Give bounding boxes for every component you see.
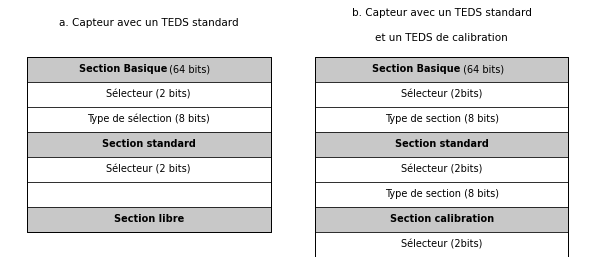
Bar <box>27 132 271 157</box>
Text: Section calibration: Section calibration <box>390 214 494 224</box>
Bar <box>315 181 568 207</box>
Bar <box>27 57 271 232</box>
Bar <box>27 181 271 207</box>
Bar <box>315 157 568 181</box>
Text: Section standard: Section standard <box>395 139 489 149</box>
Bar <box>315 207 568 232</box>
Text: Section standard: Section standard <box>102 139 196 149</box>
Bar <box>27 157 271 181</box>
Bar <box>27 57 271 81</box>
Text: (64 bits): (64 bits) <box>167 64 211 74</box>
Bar <box>27 207 271 232</box>
Text: Sélecteur (2bits): Sélecteur (2bits) <box>401 239 482 249</box>
Text: Sélecteur (2bits): Sélecteur (2bits) <box>401 89 482 99</box>
Text: Sélecteur (2 bits): Sélecteur (2 bits) <box>107 89 191 99</box>
Text: Section Basique: Section Basique <box>80 64 168 74</box>
Text: (64 bits): (64 bits) <box>459 64 504 74</box>
Text: et un TEDS de calibration: et un TEDS de calibration <box>375 33 508 43</box>
Bar <box>315 232 568 256</box>
Text: Section Basique: Section Basique <box>372 64 461 74</box>
Text: Sélecteur (2bits): Sélecteur (2bits) <box>401 164 482 174</box>
Text: a. Capteur avec un TEDS standard: a. Capteur avec un TEDS standard <box>59 18 239 28</box>
Text: Type de section (8 bits): Type de section (8 bits) <box>385 114 499 124</box>
Bar <box>315 256 568 257</box>
Bar <box>315 81 568 107</box>
Text: b. Capteur avec un TEDS standard: b. Capteur avec un TEDS standard <box>352 8 532 18</box>
Bar <box>315 57 568 257</box>
Bar <box>315 132 568 157</box>
Text: Sélecteur (2 bits): Sélecteur (2 bits) <box>107 164 191 174</box>
Text: Section libre: Section libre <box>114 214 184 224</box>
Text: Type de sélection (8 bits): Type de sélection (8 bits) <box>87 114 210 124</box>
Bar <box>27 81 271 107</box>
Bar <box>315 57 568 81</box>
Bar <box>315 107 568 132</box>
Bar <box>27 107 271 132</box>
Text: Type de section (8 bits): Type de section (8 bits) <box>385 189 499 199</box>
